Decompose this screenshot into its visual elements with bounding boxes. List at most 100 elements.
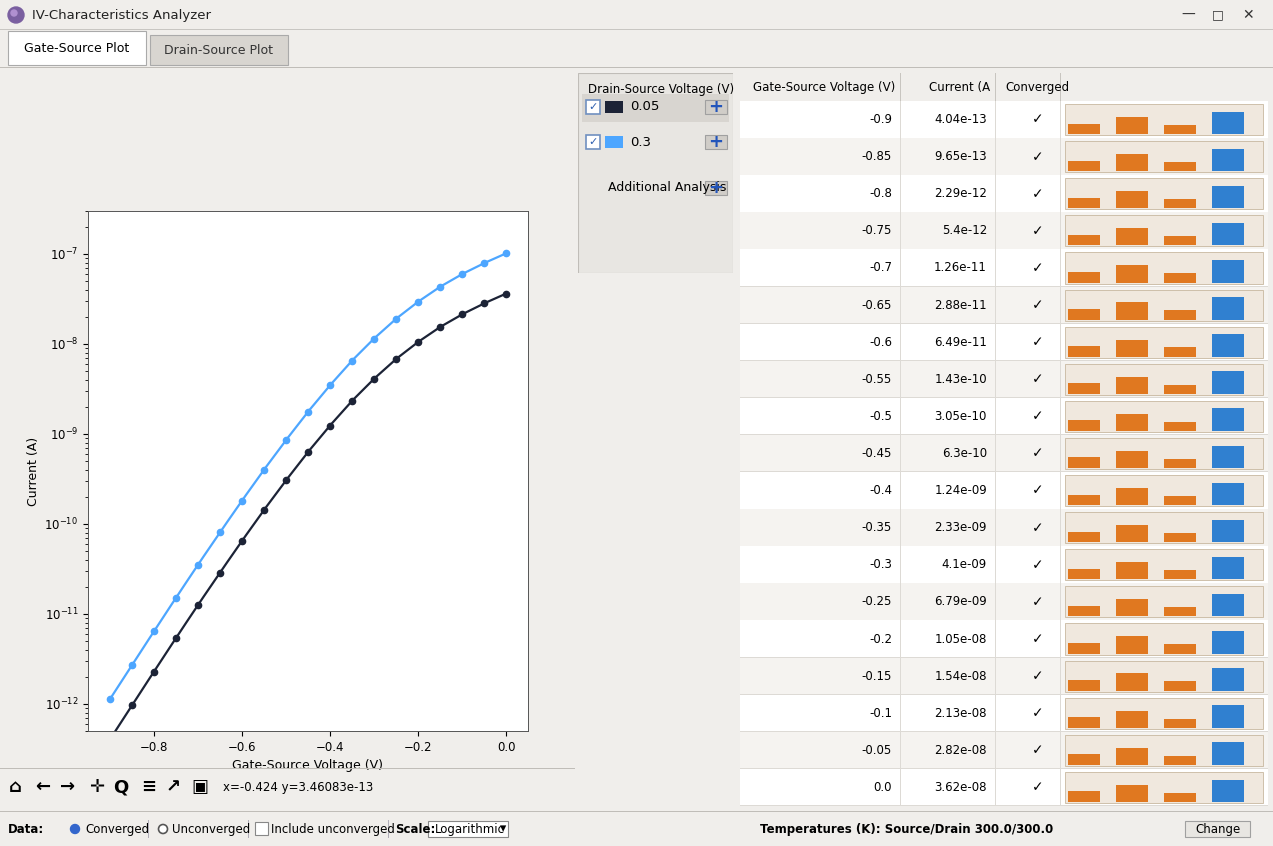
Bar	[1212, 631, 1244, 654]
Bar	[0, 768, 575, 769]
Bar	[1164, 162, 1197, 171]
Bar	[1068, 124, 1100, 135]
Bar	[705, 135, 727, 149]
Bar	[740, 212, 1268, 250]
Text: +: +	[709, 98, 723, 116]
Bar	[1116, 376, 1148, 394]
Text: ✓: ✓	[1031, 744, 1044, 757]
Text: ✓: ✓	[1031, 113, 1044, 127]
Bar	[1068, 458, 1100, 468]
Bar	[1116, 339, 1148, 357]
Bar	[1068, 755, 1100, 765]
Bar	[740, 360, 1268, 398]
Text: ⌂: ⌂	[9, 778, 22, 796]
Text: 3.05e-10: 3.05e-10	[934, 410, 987, 423]
Text: 4.04e-13: 4.04e-13	[934, 113, 987, 126]
Bar	[740, 620, 1268, 657]
Bar	[1066, 252, 1263, 283]
Bar	[1068, 717, 1100, 728]
Bar	[1068, 569, 1100, 580]
Text: ✓: ✓	[1031, 150, 1044, 163]
Bar	[705, 100, 727, 114]
Bar	[1212, 297, 1244, 320]
Bar	[1066, 364, 1263, 395]
Bar	[255, 822, 269, 835]
Text: ✓: ✓	[1031, 484, 1044, 497]
Text: ←: ←	[36, 778, 50, 796]
Text: 2.29e-12: 2.29e-12	[934, 187, 987, 201]
Text: -0.5: -0.5	[869, 410, 892, 423]
Bar	[740, 695, 1268, 732]
FancyBboxPatch shape	[8, 31, 146, 65]
Bar	[1164, 385, 1197, 394]
Text: -0.85: -0.85	[862, 150, 892, 163]
Text: +: +	[709, 133, 723, 151]
Bar	[1116, 636, 1148, 654]
Text: -0.75: -0.75	[862, 224, 892, 238]
Text: -0.4: -0.4	[869, 484, 892, 497]
Text: 1.24e-09: 1.24e-09	[934, 484, 987, 497]
Bar	[1066, 475, 1263, 506]
Text: -0.35: -0.35	[862, 521, 892, 534]
Text: ✓: ✓	[1031, 372, 1044, 387]
Bar	[740, 175, 1268, 212]
Bar	[1068, 420, 1100, 431]
Y-axis label: Current (A): Current (A)	[27, 437, 41, 506]
Bar	[1116, 266, 1148, 283]
Bar	[0, 67, 1273, 68]
Bar	[1164, 125, 1197, 135]
Bar	[1066, 549, 1263, 580]
Text: 9.65e-13: 9.65e-13	[934, 150, 987, 163]
Bar	[1212, 519, 1244, 542]
Text: +: +	[709, 179, 723, 197]
Text: -0.9: -0.9	[869, 113, 892, 126]
Text: -0.15: -0.15	[862, 670, 892, 683]
Text: Scale:: Scale:	[395, 822, 435, 836]
Bar	[740, 287, 1268, 324]
Text: ✓: ✓	[1031, 447, 1044, 460]
Bar	[740, 398, 1268, 435]
Bar	[1212, 594, 1244, 617]
Bar	[1066, 141, 1263, 173]
Text: ▾: ▾	[500, 822, 507, 836]
Bar	[1185, 821, 1250, 837]
Bar	[1212, 223, 1244, 245]
Text: 2.88e-11: 2.88e-11	[934, 299, 987, 311]
Bar	[1066, 698, 1263, 728]
Circle shape	[8, 7, 24, 23]
Bar	[1164, 607, 1197, 617]
Bar	[1212, 409, 1244, 431]
Bar	[582, 94, 729, 122]
Text: -0.1: -0.1	[869, 706, 892, 720]
Text: ✛: ✛	[89, 778, 103, 796]
Bar	[1068, 643, 1100, 654]
Text: ✓: ✓	[1031, 520, 1044, 535]
Bar	[740, 101, 1268, 138]
Text: 0.05: 0.05	[630, 101, 659, 113]
Circle shape	[11, 10, 17, 16]
Bar	[1212, 706, 1244, 728]
Text: ✓: ✓	[1031, 224, 1044, 238]
Bar	[1116, 228, 1148, 245]
Bar	[1212, 334, 1244, 357]
Circle shape	[159, 825, 168, 833]
Text: ✓: ✓	[1031, 409, 1044, 423]
Bar	[1116, 117, 1148, 135]
Text: ✓: ✓	[1031, 187, 1044, 201]
Bar	[1164, 459, 1197, 468]
Text: ✓: ✓	[1031, 781, 1044, 794]
Bar	[1116, 563, 1148, 580]
Text: -0.25: -0.25	[862, 596, 892, 608]
Bar	[1066, 401, 1263, 432]
Bar	[582, 129, 729, 157]
Bar	[1116, 303, 1148, 320]
Text: ✓: ✓	[588, 102, 598, 112]
Bar	[1164, 681, 1197, 690]
Bar	[1164, 273, 1197, 283]
Bar	[1116, 488, 1148, 505]
Text: -0.55: -0.55	[862, 373, 892, 386]
Bar	[1066, 661, 1263, 692]
Text: Converged: Converged	[85, 822, 149, 836]
Bar	[1164, 718, 1197, 728]
Bar	[740, 584, 1268, 620]
